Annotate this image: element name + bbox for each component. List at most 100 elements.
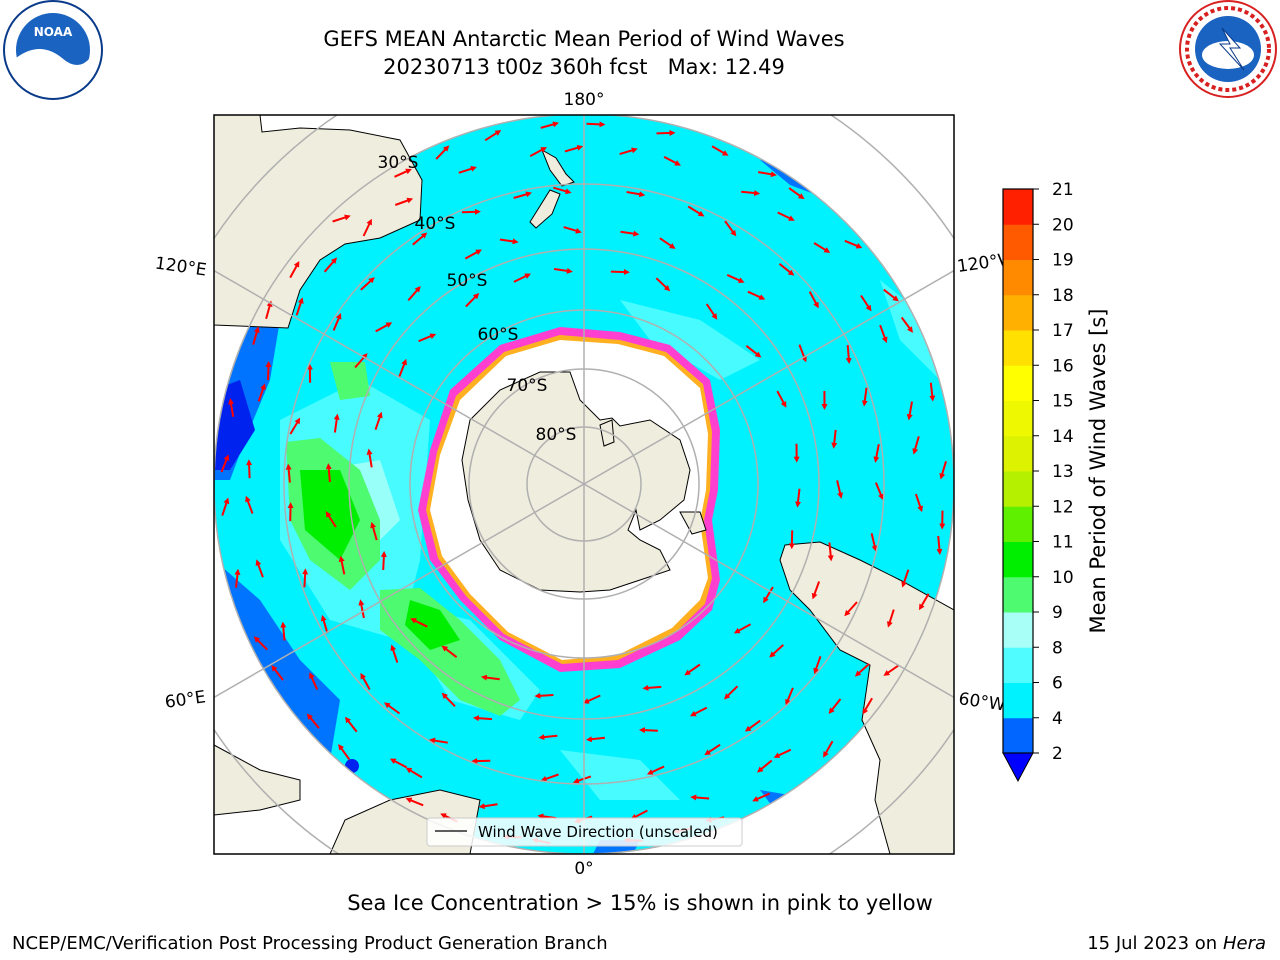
wind-wave-arrow: [752, 792, 770, 802]
colorbar-tick-label: 4: [1052, 709, 1063, 729]
wind-wave-arrow: [553, 267, 573, 274]
wind-wave-arrow: [724, 220, 737, 237]
wind-wave-arrow: [906, 401, 913, 421]
wind-wave-arrow: [741, 190, 761, 197]
wind-wave-arrow: [280, 621, 287, 641]
wind-wave-arrow: [325, 463, 332, 483]
wind-wave-arrow: [529, 147, 547, 157]
wind-wave-arrow: [939, 461, 947, 480]
wind-wave-arrow: [828, 698, 842, 714]
wind-wave-arrow: [285, 463, 292, 483]
wind-wave-arrow: [320, 614, 329, 634]
colorbar-tick-label: 21: [1052, 180, 1074, 200]
wind-wave-arrow: [513, 191, 532, 199]
lon-label-top: 180°: [564, 90, 605, 110]
wind-wave-arrow: [234, 568, 241, 588]
wind-wave-arrow: [394, 168, 412, 178]
colorbar-segment: [1003, 682, 1033, 719]
wind-wave-arrow: [228, 398, 235, 417]
colorbar-segment: [1003, 400, 1033, 437]
wind-wave-arrow: [271, 665, 284, 681]
wind-wave-arrow: [610, 269, 630, 276]
wind-wave-arrow: [656, 129, 676, 136]
wind-wave-arrow: [773, 748, 792, 758]
wind-wave-arrow: [642, 684, 662, 691]
nws-logo: [1179, 0, 1277, 98]
wind-wave-arrow: [836, 480, 844, 499]
wind-wave-arrow: [306, 713, 320, 729]
wind-wave-arrow: [756, 759, 773, 773]
wind-wave-arrow: [540, 121, 559, 129]
wind-wave-arrow: [441, 645, 458, 658]
lat-label-60s: 60°S: [478, 325, 519, 345]
wind-wave-arrow: [813, 655, 822, 675]
wind-wave-arrow: [827, 542, 834, 562]
colorbar-tick-label: 19: [1052, 251, 1074, 271]
wind-wave-arrow: [844, 601, 858, 617]
wind-wave-arrow: [360, 277, 375, 291]
colorbar-segment: [1003, 576, 1033, 613]
wind-wave-arrow: [811, 581, 821, 600]
colorbar-tick-label: 20: [1052, 215, 1074, 235]
lon-label-lower-left: 60°E: [164, 687, 207, 712]
wind-wave-arrow: [704, 743, 721, 756]
colorbar-segment: [1003, 612, 1033, 648]
wind-wave-arrow: [553, 186, 572, 195]
wind-wave-arrow: [325, 511, 337, 528]
wind-wave-arrow: [733, 623, 752, 634]
wind-wave-arrow: [465, 292, 480, 308]
lon-label-lower-right: 60°W: [957, 689, 1006, 715]
wind-wave-arrow: [586, 121, 606, 128]
wind-wave-arrow: [705, 303, 718, 320]
wind-wave-arrow: [458, 165, 477, 174]
wind-wave-arrow: [362, 218, 372, 237]
wind-wave-arrow: [914, 493, 923, 513]
wind-wave-arrow: [723, 685, 739, 700]
wind-wave-arrow: [585, 736, 606, 743]
wind-wave-arrow: [478, 803, 498, 810]
wind-wave-arrow: [769, 644, 784, 658]
footer-date: 15 Jul 2023 on Hera: [1087, 933, 1266, 954]
colorbar-tick-label: 16: [1052, 356, 1074, 376]
wind-wave-arrow: [461, 208, 481, 215]
wind-wave-arrow: [338, 555, 346, 575]
wind-wave-arrow: [901, 569, 910, 588]
lat-label-40s: 40°S: [415, 214, 456, 234]
wind-wave-arrow: [626, 191, 646, 198]
wind-wave-arrow: [370, 521, 378, 541]
wind-wave-arrow: [813, 242, 831, 253]
colorbar-extend-min: [1002, 752, 1034, 783]
colorbar-tick-label: 2: [1052, 744, 1063, 764]
sea-ice-caption: Sea Ice Concentration > 15% is shown in …: [347, 891, 933, 915]
wind-wave-arrow: [441, 692, 456, 708]
colorbar-tick-label: 15: [1052, 392, 1074, 412]
colorbar-segment: [1003, 189, 1033, 225]
colorbar-segment: [1003, 506, 1033, 542]
wind-wave-arrow: [883, 664, 900, 676]
wind-wave-arrow: [687, 205, 705, 217]
wind-wave-arrow: [873, 444, 880, 463]
wind-wave-arrow: [245, 495, 254, 514]
footer-date-text: 15 Jul 2023 on: [1087, 933, 1223, 954]
map-panel: 30°S 40°S 50°S 60°S 70°S 80°S 180° 0° 12…: [154, 90, 1016, 879]
colorbar-tick-label: 13: [1052, 462, 1074, 482]
wind-wave-arrow: [289, 260, 300, 279]
wind-wave-arrow: [435, 145, 450, 160]
colorbar-segment: [1003, 435, 1033, 472]
wind-wave-arrow: [776, 390, 787, 408]
wind-wave-arrow: [745, 345, 762, 358]
wind-wave-arrow: [412, 232, 428, 246]
colorbar-segment: [1003, 294, 1033, 331]
lat-label-50s: 50°S: [447, 271, 488, 291]
wind-wave-arrow: [295, 297, 304, 316]
wind-wave-arrow: [630, 809, 648, 820]
colorbar-segment: [1003, 224, 1033, 260]
wind-wave-arrow: [418, 333, 437, 343]
wind-wave-arrow: [513, 273, 531, 283]
noaa-logo: NOAA: [3, 0, 103, 100]
wind-wave-arrow: [646, 765, 665, 775]
legend-label: Wind Wave Direction (unscaled): [478, 823, 718, 841]
wind-wave-arrow: [747, 290, 766, 300]
wind-wave-arrow: [360, 672, 371, 690]
